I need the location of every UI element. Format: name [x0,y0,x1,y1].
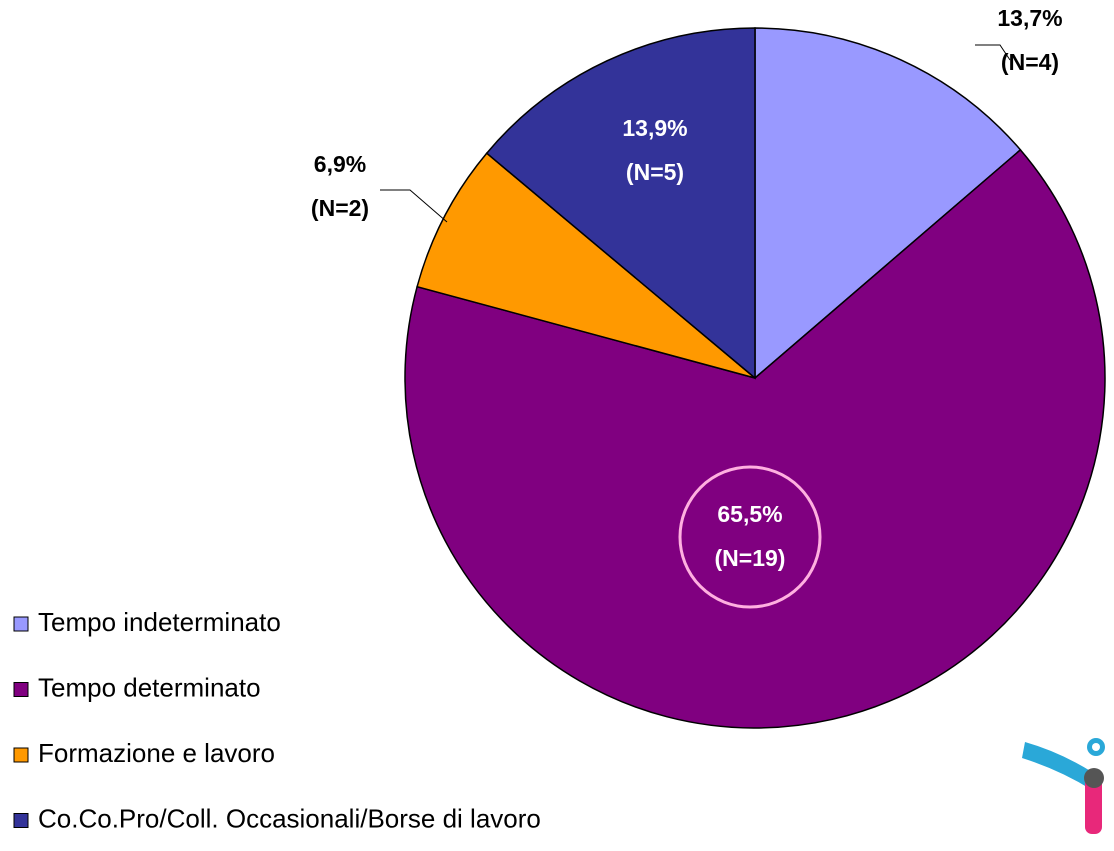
label-highlight [678,465,822,609]
data-label: 65,5% [717,501,782,527]
pie-slice [754,27,1022,380]
data-label: (N=4) [1001,49,1059,75]
legend-label: Formazione e lavoro [38,738,275,768]
pie-slice [404,148,1106,729]
legend-swatch [13,616,29,632]
logo [1022,738,1105,834]
legend-label: Tempo indeterminato [38,607,281,637]
data-label: 13,9% [622,115,687,141]
data-label: (N=2) [311,195,369,221]
legend-swatch [13,682,29,697]
data-label: 6,9% [314,151,366,177]
legend-swatch [13,747,29,763]
pie-slice [416,152,756,379]
pie-slice [485,27,756,380]
data-label: (N=5) [626,159,684,185]
legend-label: Co.Co.Pro/Coll. Occasionali/Borse di lav… [38,803,541,833]
data-label: (N=19) [715,545,786,571]
legend-label: Tempo determinato [38,672,261,702]
data-label: 13,7% [997,5,1062,31]
leader-line [975,44,1011,61]
leader-line [380,189,448,223]
legend-swatch [13,813,29,828]
